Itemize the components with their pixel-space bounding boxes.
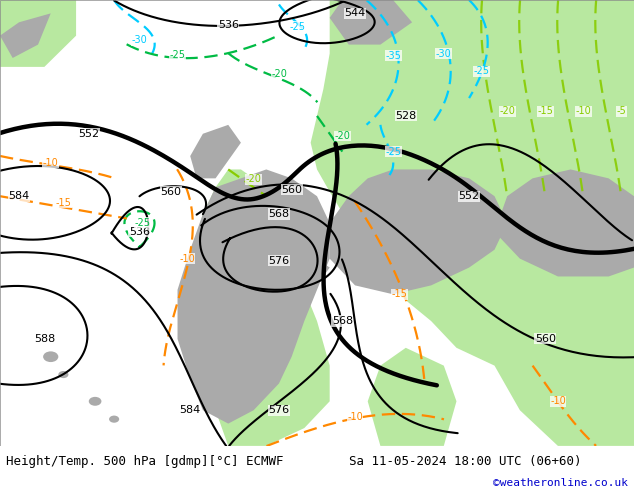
Text: -25: -25 — [385, 147, 401, 157]
Text: -35: -35 — [385, 51, 401, 61]
Text: 544: 544 — [344, 8, 366, 19]
Polygon shape — [330, 0, 412, 45]
Polygon shape — [330, 170, 507, 294]
Polygon shape — [0, 0, 76, 67]
Text: -10: -10 — [179, 254, 195, 264]
Text: 584: 584 — [179, 405, 201, 415]
Polygon shape — [311, 0, 634, 446]
Text: ©weatheronline.co.uk: ©weatheronline.co.uk — [493, 478, 628, 489]
Text: 568: 568 — [268, 209, 290, 219]
Text: 560: 560 — [534, 334, 556, 344]
Text: 552: 552 — [458, 191, 480, 201]
Circle shape — [89, 397, 101, 406]
Text: 536: 536 — [129, 227, 150, 237]
Text: 588: 588 — [34, 334, 55, 344]
Text: Sa 11-05-2024 18:00 UTC (06+60): Sa 11-05-2024 18:00 UTC (06+60) — [349, 455, 581, 468]
Text: 560: 560 — [160, 187, 182, 197]
Text: 560: 560 — [281, 185, 302, 195]
Polygon shape — [178, 170, 330, 423]
Text: Height/Temp. 500 hPa [gdmp][°C] ECMWF: Height/Temp. 500 hPa [gdmp][°C] ECMWF — [6, 455, 284, 468]
Text: -20: -20 — [271, 69, 287, 78]
Text: -30: -30 — [132, 35, 147, 45]
Text: -15: -15 — [55, 198, 72, 208]
Text: 576: 576 — [268, 256, 290, 266]
Text: -10: -10 — [347, 412, 363, 422]
Text: 584: 584 — [8, 191, 30, 201]
Text: -20: -20 — [499, 106, 515, 117]
Polygon shape — [190, 125, 241, 178]
Text: -20: -20 — [334, 131, 351, 141]
Text: 552: 552 — [78, 129, 100, 139]
Polygon shape — [368, 348, 456, 446]
Text: -15: -15 — [537, 106, 553, 117]
Text: 528: 528 — [395, 111, 417, 121]
Circle shape — [43, 351, 58, 362]
Text: -30: -30 — [436, 49, 451, 58]
Text: -25: -25 — [169, 50, 186, 60]
Text: -15: -15 — [391, 289, 408, 299]
Text: -10: -10 — [550, 396, 566, 406]
Polygon shape — [190, 170, 330, 446]
Text: -10: -10 — [43, 158, 58, 168]
Polygon shape — [292, 259, 330, 312]
Text: 536: 536 — [217, 20, 239, 29]
Text: -25: -25 — [134, 218, 151, 228]
Circle shape — [58, 371, 68, 378]
Text: -10: -10 — [576, 106, 591, 117]
Circle shape — [109, 416, 119, 423]
Text: -20: -20 — [245, 174, 262, 184]
Polygon shape — [0, 13, 51, 58]
Text: 576: 576 — [268, 405, 290, 415]
Text: -25: -25 — [474, 66, 490, 76]
Text: -5: -5 — [616, 106, 626, 117]
Text: 568: 568 — [332, 316, 353, 326]
Text: -25: -25 — [290, 22, 306, 32]
Polygon shape — [495, 170, 634, 276]
